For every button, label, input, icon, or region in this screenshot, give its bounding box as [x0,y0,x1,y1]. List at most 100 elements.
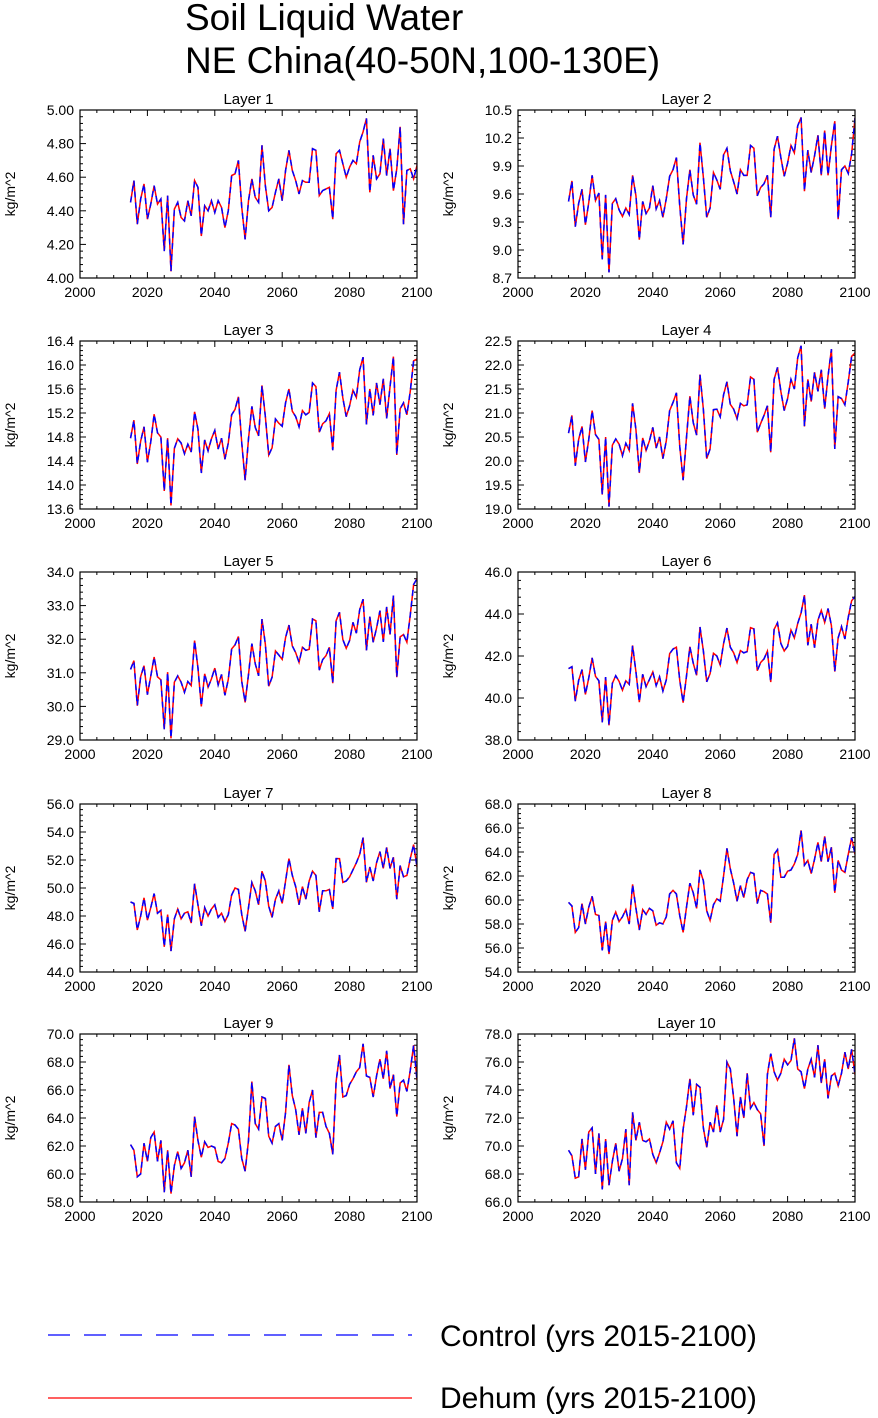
y-tick-label: 68.0 [485,796,512,812]
panel-layer-3: Layer 3 kg/m^2 2000 2020 2040 2060 2080 2100 13.… [2,322,433,531]
y-tick-label: 9.3 [493,214,513,230]
legend-label-control: Control (yrs 2015-2100) [440,1320,757,1353]
x-tick-label: 2100 [401,1208,432,1224]
plot-frame [517,571,856,741]
panel-layer-5: Layer 5 kg/m^2 2000 2020 2040 2060 2080 2100 29.… [2,553,433,762]
y-axis-label: kg/m^2 [2,633,18,678]
x-tick-label: 2000 [64,746,95,762]
x-tick-label: 2000 [502,515,533,531]
x-tick-label: 2100 [401,515,432,531]
x-tick-label: 2020 [570,746,601,762]
y-tick-label: 33.0 [47,598,74,614]
panel-title: Layer 8 [661,785,711,802]
y-tick-label: 16.4 [47,333,74,349]
panel-layer-1: Layer 1 kg/m^2 2000 2020 2040 2060 2080 2100 4.0… [2,91,433,300]
y-tick-label: 50.0 [47,880,74,896]
series-line-dehum [129,354,417,506]
y-tick-label: 54.0 [485,964,512,980]
y-tick-label: 14.4 [47,453,74,469]
series-line-control [129,354,417,506]
y-tick-label: 30.0 [47,698,74,714]
x-tick-label: 2080 [772,978,803,994]
x-tick-label: 2080 [772,515,803,531]
y-tick-label: 68.0 [47,1054,74,1070]
x-tick-label: 2000 [502,284,533,300]
x-tick-label: 2000 [64,284,95,300]
y-tick-label: 4.60 [47,169,74,185]
y-tick-label: 31.0 [47,665,74,681]
series-line-dehum [567,1038,855,1190]
y-tick-label: 9.0 [493,242,513,258]
y-tick-label: 64.0 [485,844,512,860]
panel-layer-4: Layer 4 kg/m^2 2000 2020 2040 2060 2080 2100 19.… [440,322,871,531]
y-tick-label: 32.0 [47,631,74,647]
plot-frame [517,1033,856,1203]
panel-layer-10: Layer 10 kg/m^2 2000 2020 2040 2060 2080 2100 66… [440,1015,871,1224]
x-tick-label: 2080 [334,746,365,762]
y-tick-label: 52.0 [47,852,74,868]
series-line-control [130,837,417,952]
panel-title: Layer 5 [223,553,273,570]
panel-title: Layer 4 [661,322,711,339]
y-tick-label: 42.0 [485,648,512,664]
panel-layer-6: Layer 6 kg/m^2 2000 2020 2040 2060 2080 2100 38.… [440,553,871,762]
series-line-control [568,830,855,955]
y-axis-label: kg/m^2 [440,1095,456,1140]
x-tick-label: 2080 [334,978,365,994]
y-tick-label: 15.6 [47,381,74,397]
x-tick-label: 2100 [401,746,432,762]
x-tick-label: 2020 [132,978,163,994]
panel-title: Layer 7 [223,785,273,802]
y-tick-label: 38.0 [485,732,512,748]
x-tick-label: 2000 [64,1208,95,1224]
x-tick-label: 2100 [401,978,432,994]
y-tick-label: 70.0 [485,1138,512,1154]
x-tick-label: 2060 [705,978,736,994]
y-tick-label: 58.0 [485,916,512,932]
legend-item-control: Control (yrs 2015-2100) [48,1320,757,1353]
y-tick-label: 22.0 [485,357,512,373]
y-tick-label: 10.2 [485,130,512,146]
y-tick-label: 19.5 [485,477,512,493]
y-axis-label: kg/m^2 [2,171,18,216]
x-tick-label: 2080 [772,284,803,300]
y-tick-label: 72.0 [485,1110,512,1126]
series-line-control [129,118,417,272]
x-tick-label: 2000 [502,1208,533,1224]
x-tick-label: 2080 [334,284,365,300]
panel-title: Layer 6 [661,553,711,570]
y-tick-label: 66.0 [485,1194,512,1210]
x-tick-label: 2100 [401,284,432,300]
y-tick-label: 58.0 [47,1194,74,1210]
y-tick-label: 46.0 [485,564,512,580]
panel-layer-7: Layer 7 kg/m^2 2000 2020 2040 2060 2080 2100 44.… [2,785,433,994]
y-tick-label: 14.0 [47,477,74,493]
y-tick-label: 76.0 [485,1054,512,1070]
x-tick-label: 2060 [705,1208,736,1224]
y-tick-label: 62.0 [485,868,512,884]
series-line-dehum [567,345,855,507]
y-tick-label: 22.5 [485,333,512,349]
x-tick-label: 2060 [705,746,736,762]
y-tick-label: 13.6 [47,501,74,517]
panel-layer-9: Layer 9 kg/m^2 2000 2020 2040 2060 2080 2100 58.… [2,1015,433,1224]
x-tick-label: 2040 [637,978,668,994]
y-axis-label: kg/m^2 [440,402,456,447]
panel-grid: Layer 1 kg/m^2 2000 2020 2040 2060 2080 2100 4.0… [2,91,871,1224]
y-tick-label: 78.0 [485,1026,512,1042]
x-tick-label: 2080 [772,746,803,762]
x-tick-label: 2060 [267,515,298,531]
y-tick-label: 48.0 [47,908,74,924]
plot-frame [79,109,418,279]
y-tick-label: 60.0 [485,892,512,908]
x-tick-label: 2100 [839,1208,870,1224]
y-tick-label: 4.80 [47,136,74,152]
y-tick-label: 8.7 [493,270,513,286]
y-tick-label: 60.0 [47,1166,74,1182]
panel-title: Layer 3 [223,322,273,339]
y-tick-label: 16.0 [47,357,74,373]
y-tick-label: 56.0 [47,796,74,812]
y-tick-label: 62.0 [47,1138,74,1154]
y-tick-label: 9.6 [493,186,513,202]
y-tick-label: 44.0 [47,964,74,980]
